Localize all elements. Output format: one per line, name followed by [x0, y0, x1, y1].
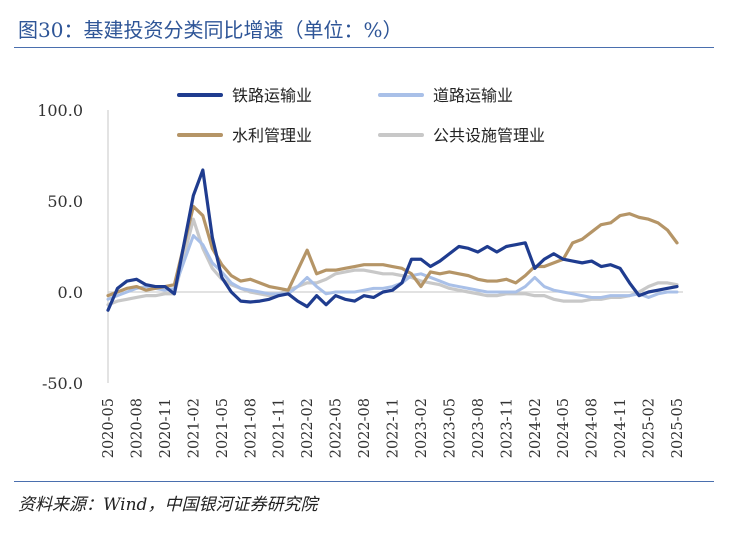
series-line-3 [106, 217, 679, 307]
x-tick-label: 2021-08 [243, 398, 259, 458]
x-tick-label: 2021-02 [186, 398, 202, 458]
footer-divider [14, 481, 714, 482]
x-tick-label: 2025-05 [670, 398, 686, 458]
x-tick-label: 2024-11 [613, 398, 629, 458]
x-tick-label: 2023-02 [414, 398, 430, 458]
x-tick-label: 2020-08 [129, 398, 145, 458]
legend-label-3: 公共设施管理业 [433, 126, 545, 145]
y-tick-label: 50.0 [47, 192, 83, 211]
x-tick-label: 2020-05 [101, 398, 117, 458]
y-tick-label: 0.0 [58, 283, 83, 302]
source-note: 资料来源：Wind，中国银河证券研究院 [18, 495, 318, 515]
x-tick-label: 2021-05 [215, 398, 231, 458]
x-tick-label: 2024-02 [528, 398, 544, 458]
x-tick-label: 2024-05 [556, 398, 572, 458]
x-tick-label: 2023-08 [471, 398, 487, 458]
legend-label-1: 道路运输业 [433, 86, 513, 105]
x-tick-label: 2023-11 [499, 398, 515, 458]
x-tick-label: 2023-05 [442, 398, 458, 458]
series-line-0 [106, 168, 679, 312]
title-divider [14, 47, 714, 48]
x-tick-label: 2022-05 [329, 398, 345, 458]
y-tick-label: 100.0 [37, 101, 83, 120]
x-tick-label: 2022-11 [386, 398, 402, 458]
series-line-2 [106, 204, 679, 298]
x-tick-label: 2025-02 [642, 398, 658, 458]
x-tick-label: 2022-02 [300, 398, 316, 458]
y-tick-label: -50.0 [42, 374, 83, 393]
x-tick-label: 2024-08 [585, 398, 601, 458]
x-tick-label: 2021-11 [272, 398, 288, 458]
legend-label-0: 铁路运输业 [232, 86, 312, 105]
figure-title: 图30：基建投资分类同比增速（单位：%） [18, 18, 403, 42]
x-tick-label: 2020-11 [158, 398, 174, 458]
legend-label-2: 水利管理业 [232, 126, 312, 145]
x-tick-label: 2022-08 [357, 398, 373, 458]
